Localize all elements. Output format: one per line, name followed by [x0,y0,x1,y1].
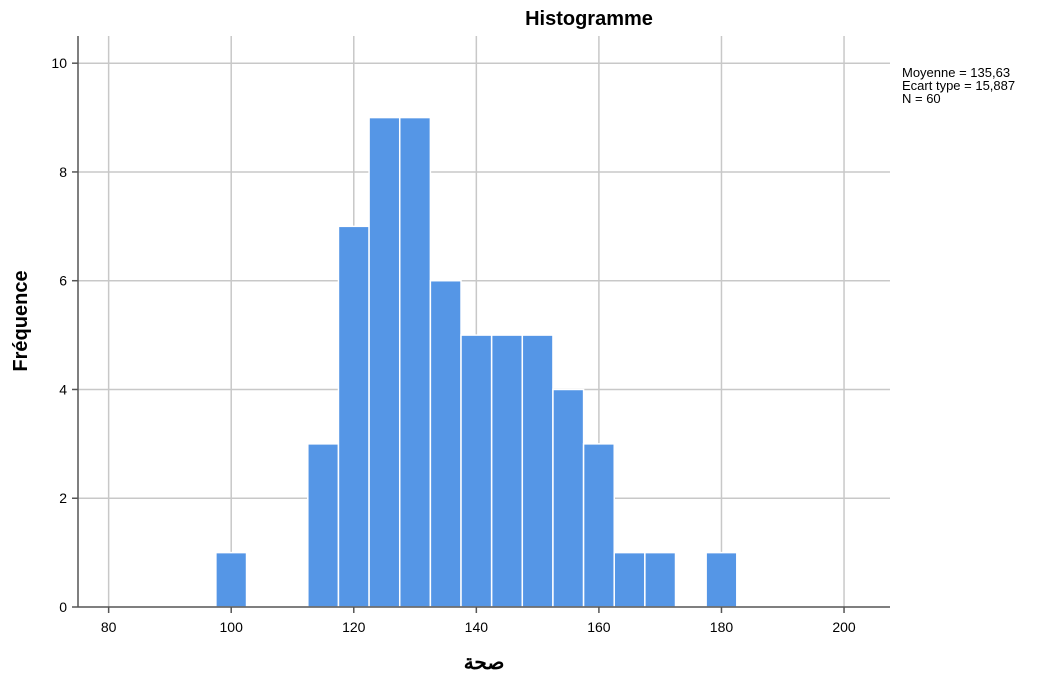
sd-stat: Ecart type = 15,887 [902,78,1015,93]
histogram-bar-7 [307,443,340,608]
n-stat: N = 60 [902,91,941,106]
y-tick-labels: 0 2 4 6 8 10 [51,55,67,615]
y-axis-title: Fréquence [10,270,32,371]
x-axis-title: صحة [464,652,505,674]
y-tick-label-0: 0 [59,599,67,615]
x-tick-labels: 80 100 120 140 160 180 200 [101,619,856,635]
histogram-bar-11 [429,279,462,608]
bars-layer [215,116,738,608]
x-tick-label-180: 180 [710,619,734,635]
histogram-bar-13 [490,334,524,608]
axes-layer [72,36,890,613]
mean-stat: Moyenne = 135,63 [902,65,1010,80]
histogram-bar-4 [215,551,248,608]
x-tick-label-200: 200 [832,619,856,635]
histogram-bar-9 [368,116,401,608]
y-tick-label-2: 2 [59,490,67,506]
histogram-bar-16 [582,443,615,608]
x-tick-label-140: 140 [465,619,489,635]
x-tick-label-160: 160 [587,619,611,635]
histogram-bar-17 [613,551,646,608]
histogram-bar-14 [521,334,554,608]
histogram-bar-12 [460,334,493,608]
x-tick-label-80: 80 [101,619,117,635]
y-tick-label-10: 10 [51,55,67,71]
histogram-bar-18 [644,551,677,608]
x-tick-label-100: 100 [220,619,244,635]
histogram-bar-10 [398,116,432,608]
chart-title: Histogramme [525,8,653,30]
histogram-bar-15 [552,388,585,608]
y-tick-label-6: 6 [59,273,67,289]
x-tick-label-120: 120 [342,619,366,635]
histogram-bar-8 [337,225,370,608]
y-tick-label-8: 8 [59,164,67,180]
histogram-bar-20 [705,551,738,608]
summary-stats: Moyenne = 135,63 Ecart type = 15,887 N =… [902,65,1015,106]
y-tick-label-4: 4 [59,381,67,397]
